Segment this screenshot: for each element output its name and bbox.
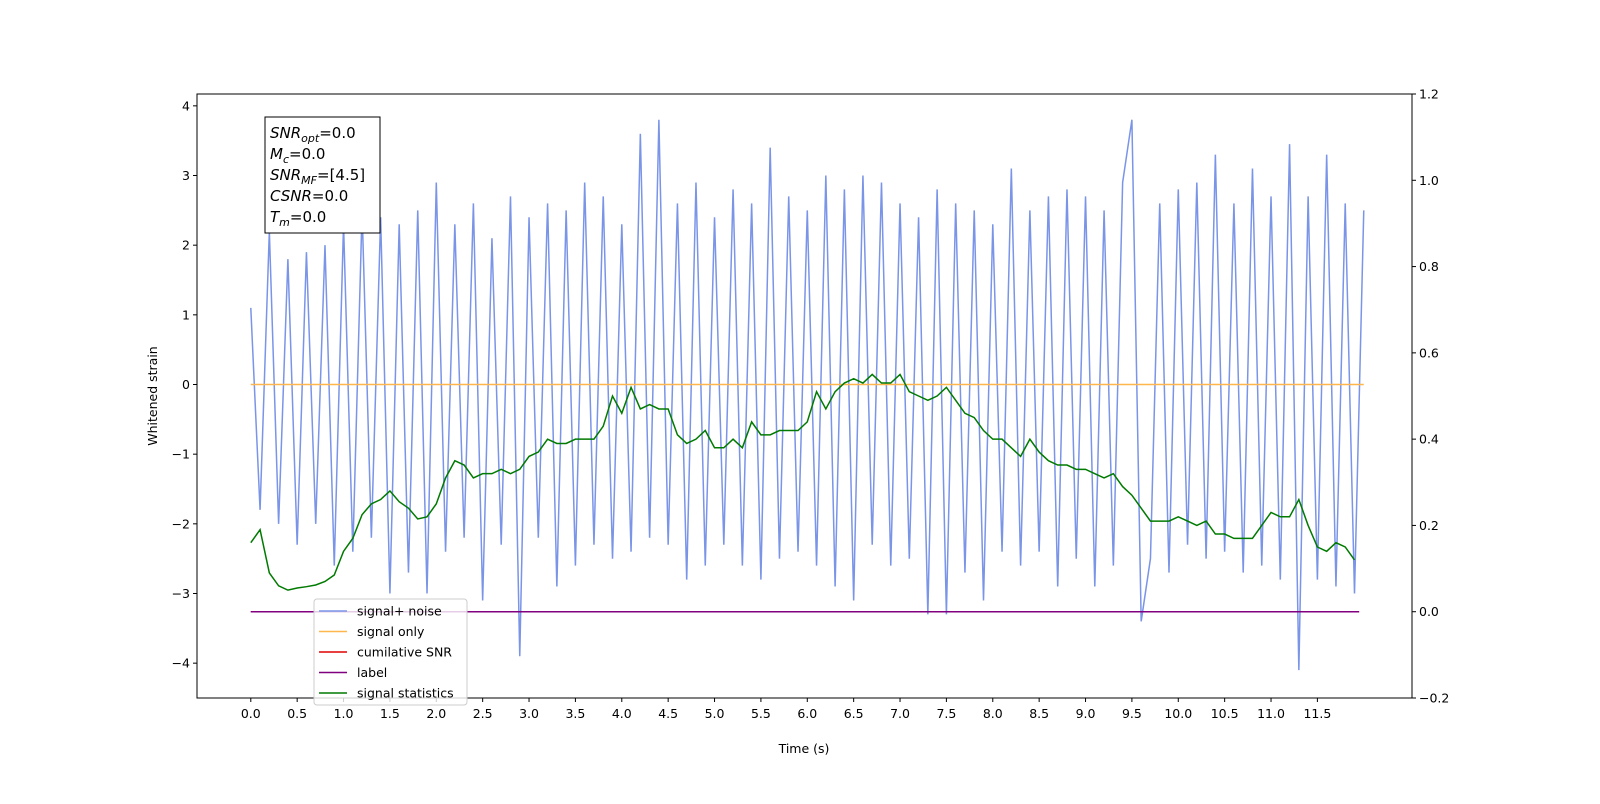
annotation-value: =0.0 [289, 145, 325, 163]
annotation-value: =0.0 [319, 124, 355, 142]
annotation-text: Tm=0.0 [270, 208, 326, 229]
x-tick-label: 9.5 [1122, 706, 1142, 721]
annotation-subscript: opt [301, 132, 320, 145]
x-tick-label: 5.0 [705, 706, 725, 721]
annotation-subscript: c [283, 153, 289, 166]
annotation-symbol: CSNR [270, 187, 312, 205]
x-axis-label: Time (s) [778, 741, 830, 756]
legend-box [313, 598, 468, 706]
legend-label: cumilative SNR [357, 645, 452, 660]
x-tick-label: 3.0 [519, 706, 539, 721]
annotation-box [264, 116, 381, 234]
annotation-symbol: SNR [270, 124, 301, 142]
x-tick-label: 4.0 [612, 706, 632, 721]
y-tick-label: −3 [172, 586, 190, 601]
x-tick-label: 7.0 [890, 706, 910, 721]
y2-tick-label: 0.6 [1419, 345, 1439, 360]
y2-tick-label: 1.2 [1419, 87, 1439, 102]
x-tick-label: 8.0 [983, 706, 1003, 721]
x-tick-label: 8.5 [1029, 706, 1049, 721]
series-line [250, 119, 1365, 671]
legend-label: signal statistics [357, 686, 454, 701]
y2-tick-label: 1.0 [1419, 173, 1439, 188]
x-tick-label: 2.5 [473, 706, 493, 721]
annotation-subscript: m [279, 216, 290, 229]
y-tick-label: 1 [182, 307, 190, 322]
y2-tick-label: −0.2 [1419, 691, 1449, 706]
y2-tick-label: 0.0 [1419, 604, 1439, 619]
annotation-text: Mc=0.0 [270, 145, 325, 166]
x-tick-label: 0.5 [287, 706, 307, 721]
x-tick-label: 11.5 [1303, 706, 1331, 721]
annotation-text: SNRMF=[4.5] [270, 166, 365, 187]
x-tick-label: 4.5 [658, 706, 678, 721]
y-tick-label: −1 [172, 447, 190, 462]
y-tick-label: 3 [182, 168, 190, 183]
annotation-value: =0.0 [290, 208, 326, 226]
y2-tick-label: 0.8 [1419, 259, 1439, 274]
x-tick-label: 6.5 [844, 706, 864, 721]
x-tick-label: 0.0 [241, 706, 261, 721]
y-tick-label: 4 [182, 98, 190, 113]
x-tick-label: 2.0 [426, 706, 446, 721]
x-tick-label: 7.5 [936, 706, 956, 721]
annotation-text: SNRopt=0.0 [270, 124, 356, 145]
x-tick-label: 11.0 [1257, 706, 1285, 721]
x-tick-label: 5.5 [751, 706, 771, 721]
x-tick-label: 6.0 [797, 706, 817, 721]
annotation-symbol: T [270, 208, 281, 226]
y-axis-label: Whitened strain [145, 346, 160, 445]
x-tick-label: 3.5 [565, 706, 585, 721]
y2-tick-label: 0.2 [1419, 518, 1439, 533]
plot-frame [196, 93, 1413, 699]
x-tick-label: 1.0 [334, 706, 354, 721]
annotation-symbol: SNR [270, 166, 301, 184]
annotation-subscript: MF [301, 174, 317, 187]
legend-label: signal only [357, 624, 425, 639]
x-tick-label: 9.0 [1076, 706, 1096, 721]
annotation-value: =0.0 [312, 187, 348, 205]
annotation-value: =[4.5] [317, 166, 365, 184]
legend-label: signal+ noise [357, 604, 442, 619]
y-tick-label: −2 [172, 516, 190, 531]
annotation-symbol: M [270, 145, 283, 163]
annotation-text: CSNR=0.0 [270, 187, 348, 205]
y-tick-label: 2 [182, 238, 190, 253]
x-tick-label: 10.5 [1211, 706, 1239, 721]
x-tick-label: 1.5 [380, 706, 400, 721]
y-tick-label: −4 [172, 656, 190, 671]
x-tick-label: 10.0 [1164, 706, 1192, 721]
legend-label: label [357, 665, 387, 680]
series-line [250, 373, 1356, 591]
y2-tick-label: 0.4 [1419, 432, 1439, 447]
y-tick-label: 0 [182, 377, 190, 392]
